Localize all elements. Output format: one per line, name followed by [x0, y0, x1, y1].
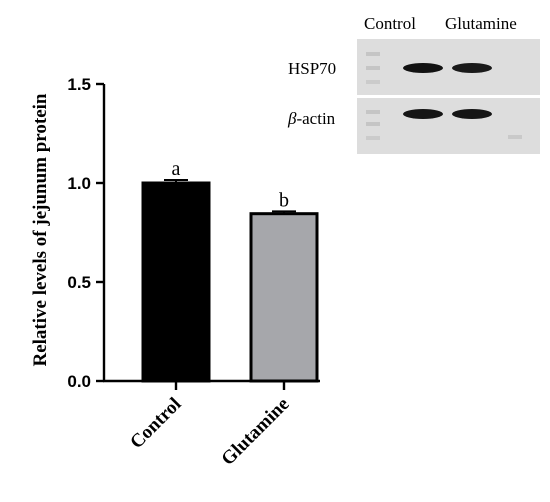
- ladder-band: [366, 52, 380, 56]
- ladder-band: [366, 66, 380, 70]
- significance-letter: a: [172, 158, 181, 180]
- blot-row-label-beta-actin: β-actin: [287, 109, 336, 128]
- blot-band-hsp70-glutamine: [452, 63, 492, 73]
- blot-band-beta-actin-control: [403, 109, 443, 119]
- blot-band-hsp70-control: [403, 63, 443, 73]
- blot-panel-beta-actin: [357, 98, 540, 154]
- y-tick-label: 1.5: [67, 75, 91, 94]
- x-tick-label-control: Control: [126, 394, 185, 453]
- blot-row-label-hsp70: HSP70: [288, 59, 336, 78]
- blot-lane-label-control: Control: [364, 14, 416, 33]
- y-tick-label: 1.0: [67, 174, 91, 193]
- ladder-band: [366, 80, 380, 84]
- western-blot-inset: Control Glutamine HSP70 β-actin: [287, 14, 540, 154]
- x-tick-label-glutamine: Glutamine: [217, 394, 293, 470]
- y-tick-label: 0.0: [67, 372, 91, 391]
- ladder-band: [366, 110, 380, 114]
- bar-glutamine: [249, 212, 319, 383]
- beta-actin-suffix: -actin: [296, 109, 335, 128]
- ladder-band: [366, 136, 380, 140]
- blot-lane-label-glutamine: Glutamine: [445, 14, 517, 33]
- blot-band-beta-actin-glutamine: [452, 109, 492, 119]
- y-tick-label: 0.5: [67, 273, 91, 292]
- y-axis-title: Relative levels of jejunum protein: [30, 93, 51, 366]
- significance-letter: b: [279, 189, 289, 211]
- bar-control: [141, 181, 211, 383]
- blot-panel-hsp70: [357, 39, 540, 95]
- bars: a Control b Glutamine: [126, 158, 319, 470]
- ladder-band: [366, 122, 380, 126]
- beta-symbol: β: [287, 109, 297, 128]
- ladder-band: [508, 135, 522, 139]
- axes: 0.0 0.5 1.0 1.5: [67, 75, 320, 391]
